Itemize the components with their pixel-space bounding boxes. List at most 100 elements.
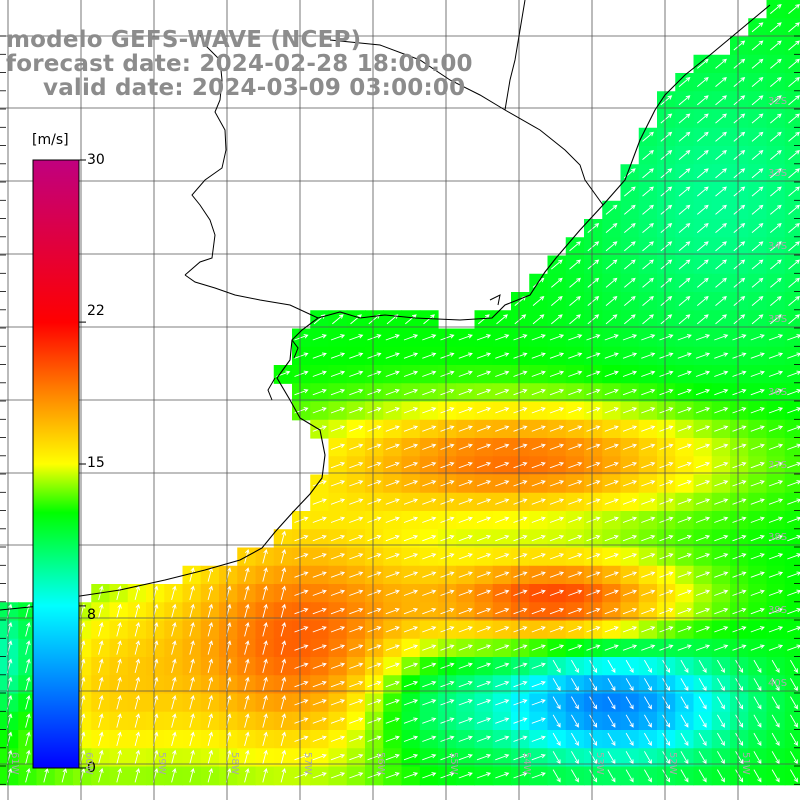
wind-arrow xyxy=(733,314,746,325)
wind-arrow xyxy=(116,731,122,747)
wind-arrow xyxy=(733,295,746,306)
longitude-label: 60W xyxy=(83,752,94,775)
wind-arrow xyxy=(330,480,346,487)
wind-arrow xyxy=(349,370,364,377)
wind-arrow xyxy=(771,714,780,728)
wind-arrow xyxy=(770,241,782,252)
wind-arrow xyxy=(677,516,692,523)
wind-arrow xyxy=(367,334,382,341)
wind-arrow xyxy=(403,534,419,542)
wind-arrow xyxy=(605,204,618,215)
wind-arrow xyxy=(367,607,382,615)
wind-arrow xyxy=(495,680,510,688)
wind-arrow xyxy=(513,461,528,469)
wind-arrow xyxy=(422,772,437,779)
wind-arrow xyxy=(207,621,214,637)
wind-arrow xyxy=(698,714,707,728)
wind-arrow xyxy=(403,680,419,688)
wind-arrow xyxy=(458,534,473,542)
wind-arrow xyxy=(458,443,473,450)
wind-arrow xyxy=(458,662,473,669)
wind-arrow xyxy=(571,714,579,728)
wind-arrow xyxy=(476,589,492,596)
wind-arrow xyxy=(750,443,765,450)
wind-arrow xyxy=(458,772,473,779)
wind-arrow xyxy=(349,753,364,761)
wind-speed-cell xyxy=(638,292,658,311)
wind-arrow xyxy=(367,388,382,396)
wind-arrow xyxy=(753,751,762,765)
wind-arrow xyxy=(662,659,671,674)
wind-arrow xyxy=(116,676,122,692)
wind-arrow xyxy=(768,352,784,359)
wind-speed-cell xyxy=(711,292,731,311)
wind-arrow xyxy=(733,168,746,179)
wind-arrow xyxy=(262,713,268,728)
wind-arrow xyxy=(385,388,400,396)
wind-arrow xyxy=(753,696,762,710)
latitude-label: 36S xyxy=(768,387,788,398)
wind-arrow xyxy=(549,553,565,560)
wind-arrow xyxy=(625,678,634,692)
wind-arrow xyxy=(677,443,692,450)
wind-arrow xyxy=(349,461,364,469)
wind-speed-cell xyxy=(675,255,695,275)
wind-arrow xyxy=(495,662,510,669)
wind-arrow xyxy=(458,589,473,596)
wind-arrow xyxy=(714,352,729,359)
wind-arrow xyxy=(440,443,455,450)
colorbar-gradient xyxy=(32,159,80,769)
wind-arrow xyxy=(171,767,177,783)
wind-arrow xyxy=(476,626,492,633)
wind-arrow xyxy=(677,534,692,542)
wind-arrow xyxy=(750,352,765,359)
wind-arrow xyxy=(768,425,784,432)
wind-arrow xyxy=(732,480,747,487)
wind-arrow xyxy=(695,388,711,396)
wind-arrow xyxy=(385,772,400,779)
wind-arrow xyxy=(568,425,583,432)
wind-arrow xyxy=(568,443,583,450)
wind-arrow xyxy=(788,314,800,325)
wind-arrow xyxy=(25,640,31,655)
wind-arrow xyxy=(458,498,473,505)
wind-speed-cell xyxy=(784,182,800,202)
wind-arrow xyxy=(604,480,619,487)
wind-arrow xyxy=(622,571,638,578)
wind-arrow xyxy=(189,603,195,619)
wind-arrow xyxy=(403,571,419,578)
wind-arrow xyxy=(385,735,400,742)
wind-arrow xyxy=(698,659,707,674)
wind-arrow xyxy=(770,113,782,124)
wind-arrow xyxy=(280,585,287,601)
wind-arrow xyxy=(568,334,583,341)
wind-arrow xyxy=(403,699,419,706)
wind-arrow xyxy=(659,534,674,542)
wind-arrow xyxy=(678,186,691,197)
wind-arrow xyxy=(440,735,455,742)
wind-arrow xyxy=(641,352,656,359)
map-titles: modelo GEFS-WAVE (NCEP) forecast date: 2… xyxy=(6,28,473,100)
wind-arrow xyxy=(549,589,565,596)
wind-arrow xyxy=(695,498,711,505)
wind-arrow xyxy=(549,370,565,377)
wind-arrow xyxy=(531,461,546,469)
wind-arrow xyxy=(549,443,565,450)
wind-arrow xyxy=(294,553,309,560)
wind-arrow xyxy=(568,607,583,615)
wind-arrow xyxy=(422,480,437,487)
wind-speed-cell xyxy=(675,109,695,129)
wind-arrow xyxy=(787,516,800,523)
wind-speed-cell xyxy=(565,255,585,275)
wind-arrow xyxy=(641,553,656,560)
wind-arrow xyxy=(330,662,346,669)
wind-arrow xyxy=(753,732,762,747)
wind-arrow xyxy=(312,425,327,432)
wind-arrow xyxy=(788,222,800,233)
wind-arrow xyxy=(458,571,473,578)
wind-arrow xyxy=(695,425,711,432)
wind-arrow xyxy=(312,534,327,542)
wind-arrow xyxy=(660,222,673,233)
wind-arrow xyxy=(478,314,490,325)
wind-arrow xyxy=(349,607,364,615)
